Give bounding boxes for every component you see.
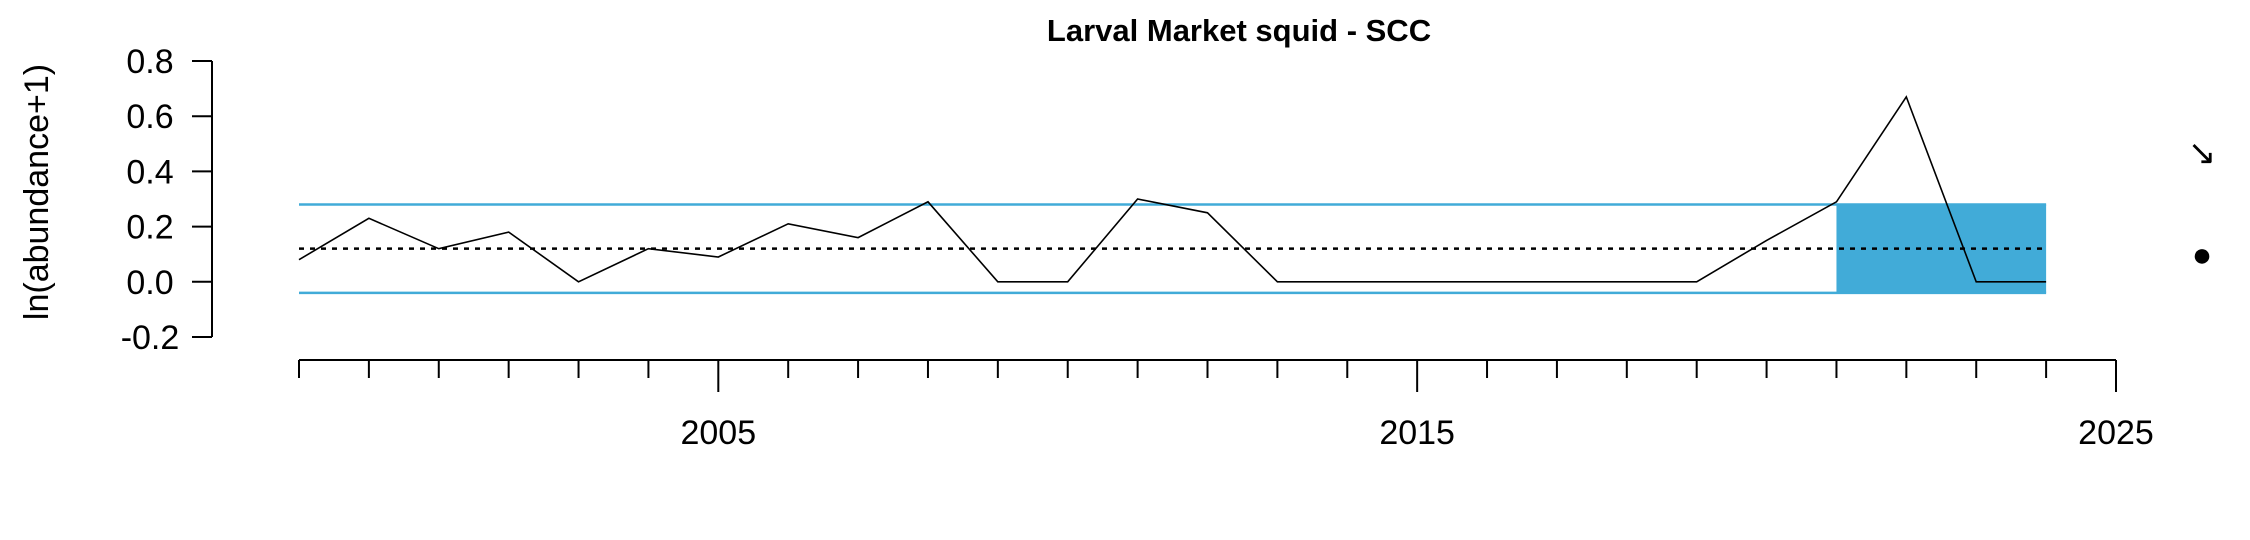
x-tick-label: 2005	[680, 414, 756, 452]
mean-indicator-icon: ●	[2192, 236, 2213, 274]
y-tick-label: 0.2	[126, 209, 173, 247]
y-tick-label: 0.8	[126, 43, 173, 81]
trend-arrow-icon: ↘	[2188, 134, 2217, 172]
y-axis-label: ln(abundance+1)	[18, 64, 56, 320]
y-tick-label: 0.0	[126, 264, 173, 302]
y-tick-label: 0.6	[126, 98, 173, 136]
y-tick-label: -0.2	[121, 319, 180, 357]
chart-title: Larval Market squid - SCC	[1047, 13, 1431, 48]
plot-area: 0.8 0.6 0.4 0.2 0.0 -0.2 2005 2015 2025	[121, 43, 2154, 452]
y-tick-label: 0.4	[126, 153, 173, 191]
series-line	[298, 95, 2047, 283]
x-tick-label: 2015	[1379, 414, 1455, 452]
x-tick-label: 2025	[2078, 414, 2154, 452]
